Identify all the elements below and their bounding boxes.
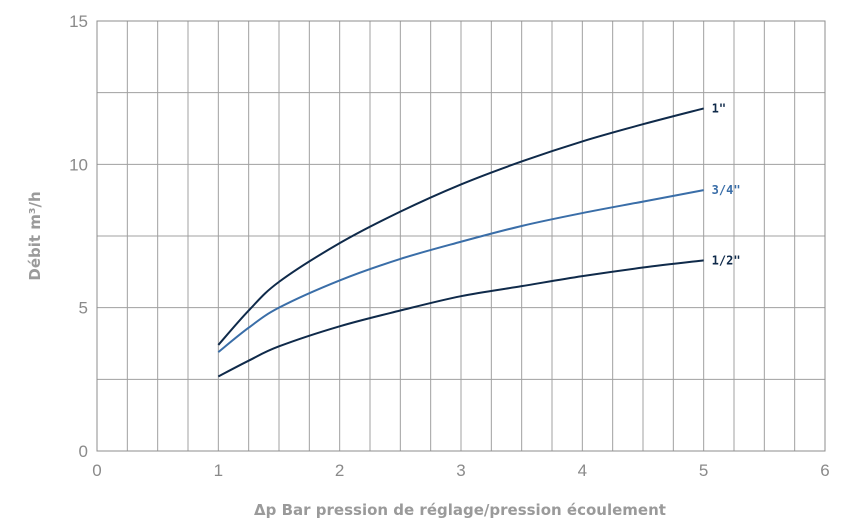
series-line-2 (217, 259, 704, 378)
x-tick-label: 4 (578, 461, 587, 480)
series-line-1 (217, 189, 704, 353)
x-axis-title: Δp Bar pression de réglage/pression écou… (254, 501, 666, 519)
series-line-0 (217, 107, 704, 346)
grid (97, 21, 825, 451)
x-tick-label: 1 (214, 461, 223, 480)
tick-labels: 0 1 2 3 4 5 6 0 5 10 15 (69, 12, 830, 480)
y-tick-label: 10 (69, 155, 88, 174)
x-tick-label: 6 (820, 461, 829, 480)
x-tick-label: 2 (335, 461, 344, 480)
plot-frame (96, 20, 826, 452)
y-tick-label: 5 (79, 299, 88, 318)
x-tick-label: 3 (456, 461, 465, 480)
series-label-0: 1" (712, 101, 726, 115)
y-axis-title: Débit m³/h (26, 191, 44, 280)
x-tick-label: 5 (699, 461, 708, 480)
series-label-2: 1/2" (712, 253, 741, 267)
y-tick-label: 15 (69, 12, 88, 31)
series-lines: 1" 3/4" 1/2" (217, 101, 741, 378)
series-label-1: 3/4" (712, 183, 741, 197)
x-tick-label: 0 (92, 461, 101, 480)
y-tick-label: 0 (79, 442, 88, 461)
